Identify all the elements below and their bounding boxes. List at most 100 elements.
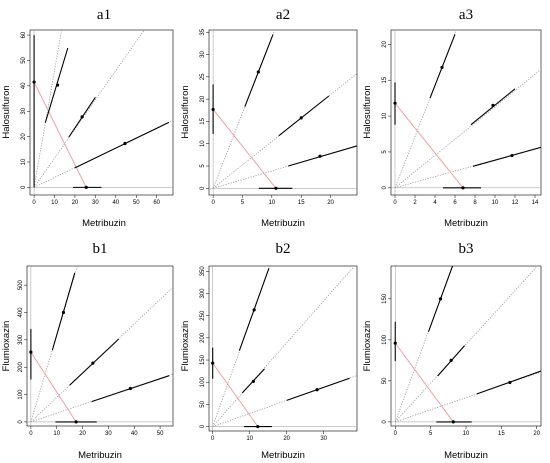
y-tick-label: 50 (21, 56, 27, 63)
single-agent-point (74, 420, 78, 424)
ray-line (394, 266, 539, 423)
x-tick-label: 40 (131, 431, 138, 437)
y-tick-label: 300 (200, 288, 206, 299)
y-tick-label: 100 (18, 389, 24, 400)
plot-area (393, 30, 541, 190)
mixture-point (315, 388, 319, 392)
y-tick-label: 30 (200, 51, 206, 58)
x-axis-label: Metribuzin (261, 218, 305, 229)
x-axis-label: Metribuzin (78, 450, 122, 461)
y-tick-label: 35 (200, 28, 206, 35)
x-tick-label: 10 (268, 200, 275, 206)
x-tick-label: 0 (393, 200, 397, 206)
y-tick-label: 250 (200, 310, 206, 321)
y-tick-label: 50 (200, 400, 206, 407)
x-tick-label: 60 (153, 200, 160, 206)
plot-frame (208, 265, 358, 432)
x-tick-label: 6 (453, 200, 457, 206)
x-tick-label: 30 (320, 436, 327, 442)
y-tick-label: 10 (382, 112, 388, 119)
single-agent-point (451, 420, 455, 424)
y-axis-label: Flumioxazin (362, 321, 373, 372)
y-tick-label: 0 (382, 420, 388, 424)
y-tick-label: 0 (200, 424, 206, 428)
isobole-line (212, 109, 277, 189)
ray-line (395, 371, 541, 423)
y-tick-label: 60 (21, 31, 27, 38)
y-tick-label: 0 (21, 185, 27, 189)
x-tick-label: 0 (394, 431, 398, 437)
y-tick-label: 0 (18, 420, 24, 424)
plot-frame (208, 29, 358, 196)
y-tick-label: 10 (200, 140, 206, 147)
plot-area (32, 30, 173, 189)
isobole-line (212, 362, 259, 427)
panel-b3: b3 Metribuzin Flumioxazin 0 5 10 15 20 0 50 100 150 (362, 241, 542, 461)
mixture-point (252, 308, 256, 312)
y-tick-label: 5 (382, 150, 388, 154)
y-tick-label: 0 (382, 185, 388, 189)
y-tick-label: 25 (200, 73, 206, 80)
single-agent-point (393, 341, 397, 345)
plot-area (393, 266, 541, 424)
x-tick-label: 14 (532, 200, 539, 206)
y-tick-label: 20 (200, 95, 206, 102)
x-tick-label: 20 (327, 200, 334, 206)
panel-title: a1 (97, 7, 111, 23)
single-agent-point (84, 185, 88, 189)
y-tick-label: 30 (21, 107, 27, 114)
x-tick-label: 10 (492, 200, 499, 206)
y-tick-label: 200 (200, 332, 206, 343)
mixture-interval-segment (69, 338, 120, 386)
panel-a2: a2 Metribuzin Halosulfuron 0 5 10 15 20 0 5 10 15 20… (180, 7, 358, 229)
ray-line (394, 30, 457, 188)
x-tick-label: 10 (51, 200, 58, 206)
panel-title: a3 (459, 7, 473, 23)
mixture-point (318, 154, 322, 158)
mixture-point (438, 297, 443, 301)
y-tick-label: 40 (21, 82, 27, 89)
ray-line (394, 266, 453, 423)
single-agent-point (32, 80, 36, 84)
mixture-interval-segment (472, 146, 541, 167)
single-agent-point (393, 101, 397, 105)
isobole-line (394, 102, 464, 189)
single-agent-point (211, 361, 215, 365)
x-tick-label: 5 (241, 200, 245, 206)
single-agent-point (256, 424, 260, 429)
y-axis-label: Halosulfuron (1, 85, 12, 138)
y-axis-label: Flumioxazin (180, 321, 191, 372)
y-tick-label: 15 (200, 117, 206, 124)
plot-frame (26, 265, 174, 427)
mixture-point (491, 103, 495, 107)
y-tick-label: 10 (21, 158, 27, 165)
ray-line (394, 146, 541, 189)
plot-area (29, 266, 173, 424)
plot-area (211, 30, 357, 190)
mixture-point (80, 115, 84, 119)
ray-line (394, 69, 541, 189)
plot-frame (29, 29, 174, 196)
x-tick-label: 4 (433, 200, 437, 206)
x-tick-label: 10 (246, 436, 253, 442)
mixture-point (256, 70, 260, 74)
mixture-point (508, 380, 512, 385)
mixture-point (128, 386, 132, 391)
x-tick-label: 30 (105, 431, 112, 437)
x-tick-label: 20 (533, 431, 540, 437)
isobole-line (394, 342, 454, 423)
single-agent-point (461, 186, 465, 190)
single-agent-point (274, 186, 278, 190)
x-axis-label: Metribuzin (444, 218, 488, 229)
panel-title: a2 (276, 7, 290, 23)
x-tick-label: 10 (463, 431, 470, 437)
plot-area (211, 266, 357, 429)
isobole-line (30, 351, 77, 423)
ray-line (212, 266, 355, 427)
x-axis-label: Metribuzin (261, 450, 305, 461)
x-tick-label: 20 (283, 436, 290, 442)
y-tick-label: 15 (382, 76, 388, 83)
x-tick-label: 30 (92, 200, 99, 206)
x-tick-label: 40 (112, 200, 119, 206)
